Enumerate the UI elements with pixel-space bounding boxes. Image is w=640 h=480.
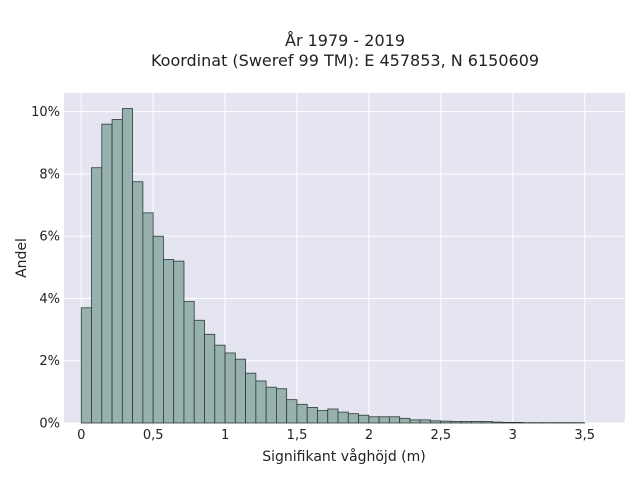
x-tick-labels: 0 0,5 1 1,5 2 2,5 3 3,5 (77, 428, 595, 443)
chart-subtitle: Koordinat (Sweref 99 TM): E 457853, N 61… (151, 51, 539, 70)
histogram-bar (91, 167, 103, 424)
bars (80, 108, 585, 424)
histogram-bar (80, 307, 92, 424)
x-tick-label: 3,5 (574, 428, 595, 443)
histogram-bar (152, 235, 164, 424)
histogram-bar (512, 421, 524, 424)
histogram-bar (132, 181, 144, 424)
y-axis-title: Andel (14, 238, 30, 278)
histogram-bar (347, 413, 359, 424)
histogram-bar (378, 416, 390, 424)
histogram-bar (142, 212, 154, 424)
histogram-bar (296, 403, 308, 424)
histogram-bar (224, 352, 236, 424)
histogram-bar (491, 421, 503, 424)
histogram-bar (481, 421, 493, 424)
histogram-bar (450, 421, 462, 424)
histogram-bar (121, 108, 134, 424)
histogram-bar (368, 416, 380, 424)
x-tick-label: 1,5 (287, 428, 308, 443)
histogram-bar (337, 411, 349, 424)
x-axis-title: Signifikant våghöjd (m) (262, 448, 425, 465)
histogram-bar (101, 123, 113, 424)
y-tick-label: 4% (39, 292, 60, 307)
histogram-bar (419, 419, 431, 424)
x-tick-label: 3 (509, 428, 517, 443)
y-tick-label: 10% (31, 105, 60, 120)
x-tick-label: 0,5 (143, 428, 164, 443)
histogram-bar (327, 408, 339, 424)
histogram-bar (471, 421, 483, 424)
histogram-bar (163, 259, 175, 424)
histogram-bar (276, 388, 288, 424)
histogram-bar (245, 372, 257, 424)
histogram-bar (111, 119, 123, 424)
x-tick-label: 0 (77, 428, 85, 443)
y-tick-label: 6% (39, 230, 60, 245)
histogram-bar (173, 260, 185, 424)
chart-title: År 1979 - 2019 (285, 31, 405, 50)
y-tick-label: 2% (39, 354, 60, 369)
histogram-bar (460, 421, 472, 424)
histogram-bar (501, 421, 514, 424)
histogram-bar (193, 319, 205, 424)
histogram-bar (399, 417, 411, 424)
histogram-bar (358, 414, 370, 424)
x-tick-label: 2,5 (431, 428, 452, 443)
histogram-bar (306, 407, 318, 424)
histogram-bar (183, 301, 195, 424)
y-tick-label: 8% (39, 167, 60, 182)
histogram-bar (214, 344, 226, 424)
x-tick-label: 2 (365, 428, 373, 443)
x-tick-label: 1 (221, 428, 229, 443)
y-tick-label: 0% (39, 417, 60, 432)
histogram-bar (286, 399, 298, 424)
histogram-bar (388, 416, 401, 424)
histogram-bar (430, 420, 442, 424)
histogram-bar (204, 333, 216, 424)
histogram-bar (255, 380, 267, 424)
histogram-bar (317, 410, 329, 424)
histogram-bar (409, 419, 421, 424)
histogram-bar (440, 420, 452, 424)
histogram-bar (234, 358, 246, 424)
histogram-bar (265, 386, 277, 424)
y-tick-labels: 0% 2% 4% 6% 8% 10% (31, 105, 60, 431)
